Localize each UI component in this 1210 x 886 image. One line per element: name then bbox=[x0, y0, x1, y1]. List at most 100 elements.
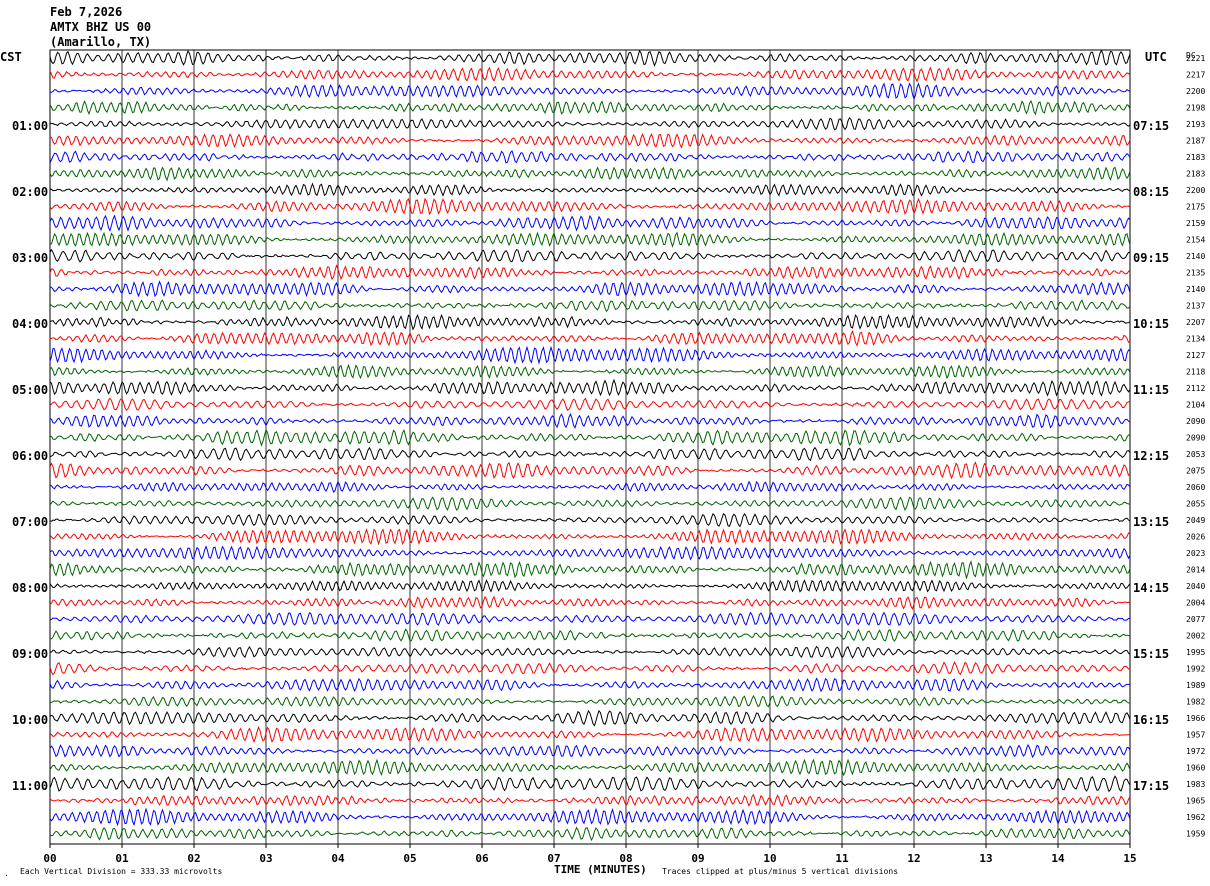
seismic-trace bbox=[49, 428, 1131, 447]
seismic-trace bbox=[49, 166, 1131, 182]
seismic-trace bbox=[49, 743, 1131, 759]
seismic-trace bbox=[49, 758, 1131, 777]
x-tick-label: 04 bbox=[331, 852, 345, 865]
right-hour-label: 15:15 bbox=[1133, 647, 1169, 661]
dc-offset-label: 2104 bbox=[1186, 401, 1205, 410]
x-tick-label: 03 bbox=[259, 852, 272, 865]
left-hour-label: 06:00 bbox=[12, 449, 48, 463]
x-tick-label: 06 bbox=[475, 852, 489, 865]
dc-offset-label: 2026 bbox=[1186, 533, 1205, 542]
seismic-trace bbox=[49, 611, 1131, 627]
dc-offset-label: 2014 bbox=[1186, 566, 1205, 575]
dc-offset-label: 2127 bbox=[1186, 351, 1205, 360]
left-hour-label: 08:00 bbox=[12, 581, 48, 595]
dc-offset-label: 1982 bbox=[1186, 698, 1205, 707]
seismic-trace bbox=[49, 150, 1131, 164]
dc-offset-label: 1995 bbox=[1186, 648, 1205, 657]
seismic-trace bbox=[49, 560, 1131, 580]
dc-offset-label: 1972 bbox=[1186, 747, 1205, 756]
x-tick-label: 02 bbox=[187, 852, 200, 865]
dc-offset-label: 2183 bbox=[1186, 170, 1205, 179]
dc-offset-label: 1965 bbox=[1186, 797, 1205, 806]
dc-offset-label: 2217 bbox=[1186, 71, 1205, 80]
dc-offset-label: 2198 bbox=[1186, 104, 1205, 113]
x-axis-title: TIME (MINUTES) bbox=[554, 863, 647, 876]
header-station: AMTX BHZ US 00 bbox=[50, 20, 151, 34]
seismic-trace bbox=[49, 528, 1131, 546]
dc-offset-label: 2090 bbox=[1186, 417, 1205, 426]
right-hour-label: 09:15 bbox=[1133, 251, 1169, 265]
header-location: (Amarillo, TX) bbox=[50, 35, 151, 49]
left-timezone-label: CST bbox=[0, 50, 22, 64]
x-tick-label: 13 bbox=[979, 852, 992, 865]
dc-offset-label: 2055 bbox=[1186, 500, 1205, 509]
left-hour-label: 11:00 bbox=[12, 779, 48, 793]
seismic-trace bbox=[49, 49, 1131, 67]
dc-offset-label: 2135 bbox=[1186, 269, 1205, 278]
seismic-trace bbox=[49, 117, 1131, 131]
x-tick-label: 10 bbox=[763, 852, 776, 865]
x-tick-label: 07 bbox=[547, 852, 560, 865]
seismic-trace bbox=[49, 793, 1131, 808]
dc-offset-label: 2140 bbox=[1186, 285, 1205, 294]
x-tick-label: 00 bbox=[43, 852, 56, 865]
dc-offset-label: 2183 bbox=[1186, 153, 1205, 162]
seismic-trace bbox=[49, 413, 1131, 429]
dc-offset-label: 2023 bbox=[1186, 549, 1205, 558]
right-timezone-label: UTC bbox=[1145, 50, 1167, 64]
seismic-trace bbox=[49, 461, 1131, 480]
dc-offset-label: 2137 bbox=[1186, 302, 1205, 311]
left-hour-label: 07:00 bbox=[12, 515, 48, 529]
seismic-trace bbox=[49, 231, 1131, 248]
plot-frame bbox=[49, 49, 1131, 845]
seismic-trace bbox=[49, 182, 1131, 197]
dc-offset-label: 2090 bbox=[1186, 434, 1205, 443]
left-hour-label: 01:00 bbox=[12, 119, 48, 133]
right-hour-label: 17:15 bbox=[1133, 779, 1169, 793]
seismic-trace bbox=[49, 446, 1131, 462]
seismic-trace bbox=[49, 826, 1131, 842]
seismic-trace bbox=[49, 496, 1131, 512]
dc-offset-label: 1992 bbox=[1186, 665, 1205, 674]
seismic-trace bbox=[49, 345, 1131, 365]
seismic-trace bbox=[49, 677, 1131, 693]
right-hour-label: 07:15 bbox=[1133, 119, 1169, 133]
seismic-trace bbox=[49, 280, 1131, 298]
seismic-trace bbox=[49, 197, 1131, 216]
seismic-trace bbox=[49, 299, 1131, 313]
dc-offset-label: 2049 bbox=[1186, 516, 1205, 525]
seismic-trace bbox=[49, 329, 1131, 347]
seismic-trace bbox=[49, 397, 1131, 411]
dc-offset-label: 2221 bbox=[1186, 54, 1205, 63]
seismic-trace bbox=[49, 807, 1131, 827]
footer-corner-mark: . bbox=[4, 869, 9, 878]
seismic-trace bbox=[49, 775, 1131, 793]
x-tick-label: 15 bbox=[1123, 852, 1136, 865]
x-axis: 00 01 02 03 04 05 06 07 08 09 10 11 12 13 14 15 bbox=[43, 844, 1137, 865]
seismic-trace bbox=[49, 100, 1131, 116]
dc-offset-label: 2075 bbox=[1186, 467, 1205, 476]
dc-offset-label: 2002 bbox=[1186, 632, 1205, 641]
scale-note: Each Vertical Division = 333.33 microvol… bbox=[20, 867, 222, 876]
dc-offset-label: 2187 bbox=[1186, 137, 1205, 146]
seismic-trace bbox=[49, 363, 1131, 380]
left-hour-label: 02:00 bbox=[12, 185, 48, 199]
x-tick-label: 08 bbox=[619, 852, 632, 865]
hour-labels: 01:00 02:00 03:00 04:00 05:00 06:00 07:0… bbox=[12, 119, 1169, 793]
dc-offset-label: 2040 bbox=[1186, 582, 1205, 591]
right-hour-label: 16:15 bbox=[1133, 713, 1169, 727]
header-date: Feb 7,2026 bbox=[50, 5, 122, 19]
dc-offset-label: 2004 bbox=[1186, 599, 1205, 608]
x-tick-label: 12 bbox=[907, 852, 920, 865]
seismic-trace bbox=[49, 82, 1131, 101]
seismic-trace bbox=[49, 545, 1131, 561]
seismic-trace bbox=[49, 264, 1131, 281]
dc-offset-label: 1966 bbox=[1186, 714, 1205, 723]
dc-offset-label: 2200 bbox=[1186, 186, 1205, 195]
seismic-trace bbox=[49, 709, 1131, 727]
right-hour-label: 14:15 bbox=[1133, 581, 1169, 595]
trace-group bbox=[49, 49, 1131, 842]
x-tick-label: 11 bbox=[835, 852, 849, 865]
dc-offset-label: 2200 bbox=[1186, 87, 1205, 96]
